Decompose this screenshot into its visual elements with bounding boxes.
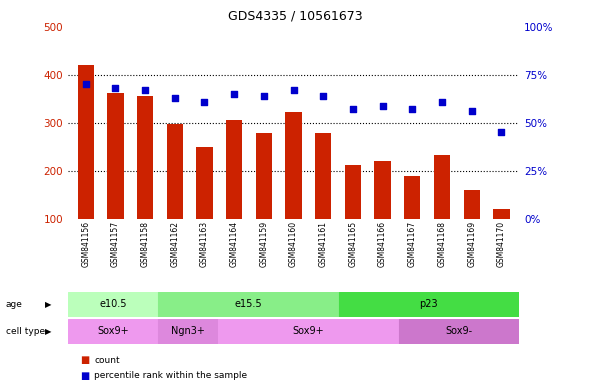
Bar xyxy=(137,96,153,219)
Text: Sox9+: Sox9+ xyxy=(97,326,129,336)
Text: ▶: ▶ xyxy=(45,327,51,336)
Text: GSM841165: GSM841165 xyxy=(349,221,358,267)
Text: GSM841169: GSM841169 xyxy=(467,221,476,267)
Text: GSM841158: GSM841158 xyxy=(140,221,149,267)
Point xyxy=(289,87,299,93)
Bar xyxy=(77,65,94,219)
Text: cell type: cell type xyxy=(6,327,45,336)
Text: age: age xyxy=(6,300,23,309)
Point xyxy=(170,95,179,101)
Point xyxy=(81,81,90,88)
Bar xyxy=(107,93,123,219)
Text: GSM841163: GSM841163 xyxy=(200,221,209,267)
Bar xyxy=(399,319,519,344)
Point xyxy=(467,108,476,114)
Text: GSM841161: GSM841161 xyxy=(319,221,327,267)
Text: GSM841159: GSM841159 xyxy=(260,221,268,267)
Text: GDS4335 / 10561673: GDS4335 / 10561673 xyxy=(228,10,362,23)
Bar xyxy=(166,124,183,219)
Bar xyxy=(226,121,242,219)
Text: ■: ■ xyxy=(80,371,89,381)
Text: Ngn3+: Ngn3+ xyxy=(171,326,205,336)
Text: ▶: ▶ xyxy=(45,300,51,309)
Point xyxy=(319,93,328,99)
Point xyxy=(437,99,447,105)
Bar xyxy=(404,176,421,219)
Text: e15.5: e15.5 xyxy=(235,299,262,310)
Point xyxy=(259,93,268,99)
Bar xyxy=(493,209,510,219)
Point xyxy=(497,129,506,136)
Bar xyxy=(158,319,218,344)
Bar xyxy=(255,134,272,219)
Bar xyxy=(196,147,212,219)
Bar xyxy=(345,165,361,219)
Bar xyxy=(218,319,399,344)
Text: Sox9-: Sox9- xyxy=(445,326,473,336)
Text: e10.5: e10.5 xyxy=(99,299,127,310)
Text: GSM841156: GSM841156 xyxy=(81,221,90,267)
Bar xyxy=(434,155,450,219)
Text: ■: ■ xyxy=(80,355,89,365)
Bar xyxy=(68,319,158,344)
Text: percentile rank within the sample: percentile rank within the sample xyxy=(94,371,248,380)
Bar xyxy=(286,112,301,219)
Text: GSM841168: GSM841168 xyxy=(438,221,447,267)
Text: GSM841170: GSM841170 xyxy=(497,221,506,267)
Point xyxy=(408,106,417,113)
Bar xyxy=(68,292,158,317)
Bar xyxy=(158,292,339,317)
Text: GSM841166: GSM841166 xyxy=(378,221,387,267)
Point xyxy=(378,103,387,109)
Bar xyxy=(464,190,480,219)
Text: GSM841162: GSM841162 xyxy=(171,221,179,267)
Point xyxy=(348,106,358,113)
Bar xyxy=(375,161,391,219)
Bar xyxy=(315,134,332,219)
Text: count: count xyxy=(94,356,120,365)
Text: GSM841157: GSM841157 xyxy=(111,221,120,267)
Point xyxy=(230,91,239,97)
Text: Sox9+: Sox9+ xyxy=(293,326,324,336)
Text: GSM841164: GSM841164 xyxy=(230,221,238,267)
Text: p23: p23 xyxy=(419,299,438,310)
Point xyxy=(111,85,120,91)
Text: GSM841167: GSM841167 xyxy=(408,221,417,267)
Bar xyxy=(339,292,519,317)
Text: GSM841160: GSM841160 xyxy=(289,221,298,267)
Point xyxy=(200,99,209,105)
Point xyxy=(140,87,150,93)
